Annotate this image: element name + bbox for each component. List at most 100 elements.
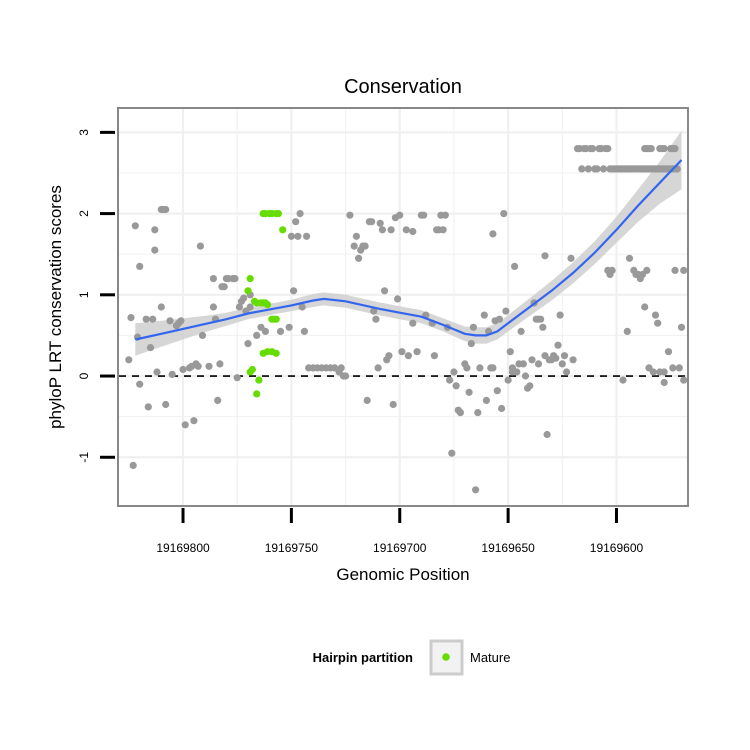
y-axis: -1 0 1 2 3 xyxy=(77,129,115,463)
data-point xyxy=(216,360,224,368)
data-point xyxy=(578,165,586,173)
data-point xyxy=(125,356,133,364)
data-point xyxy=(619,376,627,384)
data-point xyxy=(190,417,198,425)
data-point xyxy=(649,368,657,376)
data-point xyxy=(205,362,213,370)
data-point xyxy=(342,372,350,380)
mature-point xyxy=(246,275,254,283)
data-point xyxy=(142,315,150,323)
confidence-band-area xyxy=(135,130,682,356)
data-point xyxy=(608,266,616,274)
x-tick-label: 19169600 xyxy=(590,541,644,555)
data-point xyxy=(368,218,376,226)
data-point xyxy=(290,287,298,295)
data-point xyxy=(146,344,155,352)
data-point xyxy=(623,327,631,335)
data-point xyxy=(651,311,660,319)
data-point xyxy=(539,323,547,331)
data-point xyxy=(671,266,679,274)
data-point xyxy=(675,364,683,372)
data-point xyxy=(244,340,252,348)
data-point xyxy=(521,372,530,380)
data-point xyxy=(504,376,512,384)
data-point xyxy=(300,327,308,335)
data-point xyxy=(463,364,471,372)
data-point xyxy=(181,421,189,429)
data-point xyxy=(654,319,662,327)
data-point xyxy=(220,283,228,291)
legend-key-box xyxy=(429,639,464,676)
y-tick-label: 0 xyxy=(77,372,91,379)
data-point xyxy=(131,222,139,230)
data-point xyxy=(625,254,634,262)
data-point xyxy=(660,145,668,153)
data-point xyxy=(144,403,152,411)
data-point xyxy=(567,254,575,262)
data-point xyxy=(396,211,404,219)
data-point xyxy=(517,327,525,335)
data-point xyxy=(387,226,395,234)
data-point xyxy=(641,303,649,311)
data-point xyxy=(194,362,202,370)
data-point xyxy=(500,210,508,218)
data-point xyxy=(276,327,285,335)
data-point xyxy=(636,275,644,283)
chart-title: Conservation xyxy=(344,76,462,98)
data-point xyxy=(151,246,159,254)
legend: Hairpin partition Mature xyxy=(313,639,510,676)
data-point xyxy=(552,354,560,362)
data-point xyxy=(209,303,217,311)
smooth-line xyxy=(135,159,683,341)
mature-point xyxy=(274,210,282,218)
data-point xyxy=(569,356,577,364)
data-point xyxy=(376,219,384,227)
data-point xyxy=(151,226,159,234)
data-point xyxy=(214,396,222,404)
data-point xyxy=(231,275,239,283)
data-point xyxy=(599,165,608,173)
data-point xyxy=(556,311,564,319)
data-point xyxy=(177,317,185,325)
data-point xyxy=(168,370,176,378)
data-point xyxy=(355,254,363,262)
data-point xyxy=(352,232,360,240)
data-point xyxy=(439,226,447,234)
data-point xyxy=(361,242,369,250)
data-point xyxy=(409,227,417,236)
data-point xyxy=(489,364,497,372)
data-point xyxy=(593,165,601,173)
data-point xyxy=(198,331,207,339)
data-point xyxy=(467,340,475,348)
data-point xyxy=(526,382,534,390)
x-tick-label: 19169700 xyxy=(373,541,427,555)
legend-key-mature xyxy=(442,653,450,661)
data-point xyxy=(502,307,510,315)
data-point xyxy=(584,165,592,173)
data-point xyxy=(465,388,473,396)
data-point xyxy=(292,218,300,226)
data-point xyxy=(153,368,161,376)
mature-point xyxy=(263,301,272,309)
data-point xyxy=(261,327,269,335)
data-point xyxy=(166,317,174,325)
data-point xyxy=(541,252,549,260)
data-point xyxy=(337,364,345,372)
confidence-band xyxy=(135,130,682,356)
data-point xyxy=(537,315,545,323)
data-point xyxy=(404,352,412,360)
data-point xyxy=(446,376,454,384)
data-points xyxy=(125,145,688,494)
smooth-curve xyxy=(135,159,683,341)
data-point xyxy=(385,352,393,360)
data-point xyxy=(480,311,488,319)
data-point xyxy=(519,360,527,368)
data-point xyxy=(394,295,402,303)
data-point xyxy=(441,211,449,219)
data-point xyxy=(476,364,484,372)
data-point xyxy=(285,323,293,331)
data-point xyxy=(149,315,157,323)
data-point xyxy=(129,461,137,469)
data-point xyxy=(660,378,668,387)
data-point xyxy=(664,348,673,356)
